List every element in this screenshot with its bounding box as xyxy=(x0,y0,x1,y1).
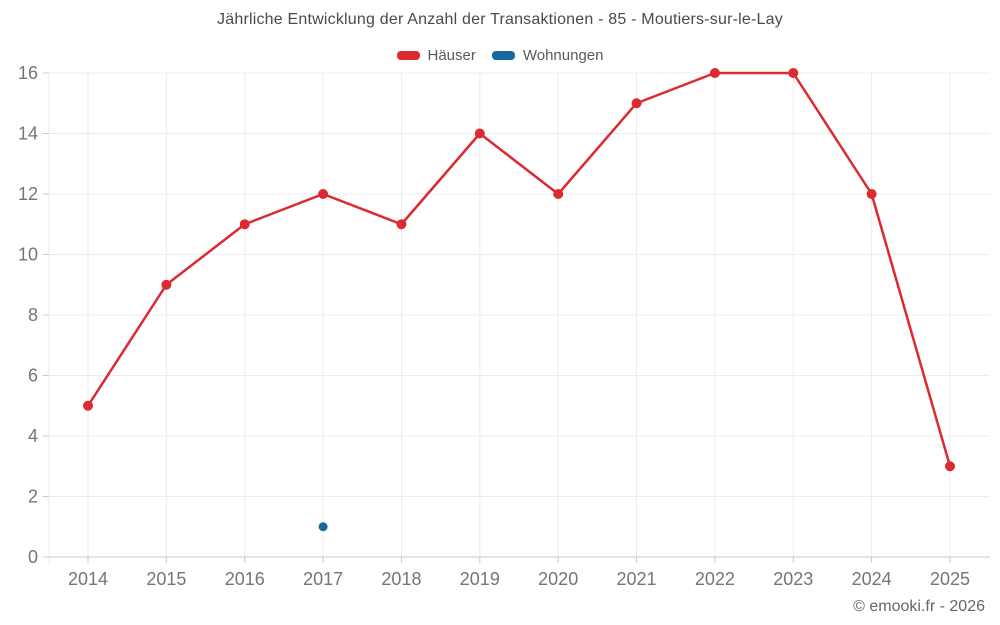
data-point-häuser[interactable] xyxy=(474,128,485,139)
x-tick-label: 2020 xyxy=(538,569,578,589)
legend-swatch-icon xyxy=(396,51,420,60)
y-tick-label: 14 xyxy=(18,124,38,144)
data-point-wohnungen[interactable] xyxy=(318,522,328,532)
data-point-häuser[interactable] xyxy=(788,68,799,78)
y-tick-label: 2 xyxy=(28,487,38,507)
x-tick-label: 2016 xyxy=(225,569,265,589)
x-tick-label: 2015 xyxy=(146,569,186,589)
data-point-häuser[interactable] xyxy=(396,219,407,230)
y-tick-label: 0 xyxy=(28,547,38,567)
legend-item-wohnungen[interactable]: Wohnungen xyxy=(491,47,604,64)
chart-legend: Häuser Wohnungen xyxy=(0,47,1000,64)
x-tick-label: 2023 xyxy=(773,569,813,589)
x-tick-label: 2018 xyxy=(381,569,421,589)
data-point-häuser[interactable] xyxy=(553,189,564,199)
legend-swatch-icon xyxy=(491,51,515,60)
x-tick-label: 2019 xyxy=(460,569,500,589)
chart-title: Jährliche Entwicklung der Anzahl der Tra… xyxy=(217,11,783,28)
x-tick-label: 2022 xyxy=(695,569,735,589)
y-tick-label: 8 xyxy=(28,305,38,325)
series-line-häuser xyxy=(86,71,952,468)
data-point-häuser[interactable] xyxy=(239,219,250,230)
data-point-häuser[interactable] xyxy=(318,189,329,199)
legend-label: Häuser xyxy=(427,47,476,64)
data-point-häuser[interactable] xyxy=(161,279,172,290)
y-tick-label: 16 xyxy=(18,63,38,83)
data-point-häuser[interactable] xyxy=(945,461,955,472)
legend-label: Wohnungen xyxy=(522,47,604,64)
y-tick-label: 10 xyxy=(18,245,38,265)
data-point-häuser[interactable] xyxy=(709,68,720,78)
x-tick-label: 2017 xyxy=(303,569,343,589)
y-tick-label: 4 xyxy=(28,426,38,446)
data-point-häuser[interactable] xyxy=(866,189,877,199)
x-tick-label: 2024 xyxy=(852,569,892,589)
legend-item-häuser[interactable]: Häuser xyxy=(396,47,476,64)
footer-credit: © emooki.fr - 2026 xyxy=(853,598,985,615)
x-tick-label: 2014 xyxy=(68,569,108,589)
data-point-häuser[interactable] xyxy=(631,98,642,109)
x-tick-label: 2021 xyxy=(617,569,657,589)
y-tick-label: 6 xyxy=(28,366,38,386)
x-tick-label: 2025 xyxy=(930,569,970,589)
data-point-häuser[interactable] xyxy=(83,400,93,411)
y-tick-label: 12 xyxy=(18,184,38,204)
